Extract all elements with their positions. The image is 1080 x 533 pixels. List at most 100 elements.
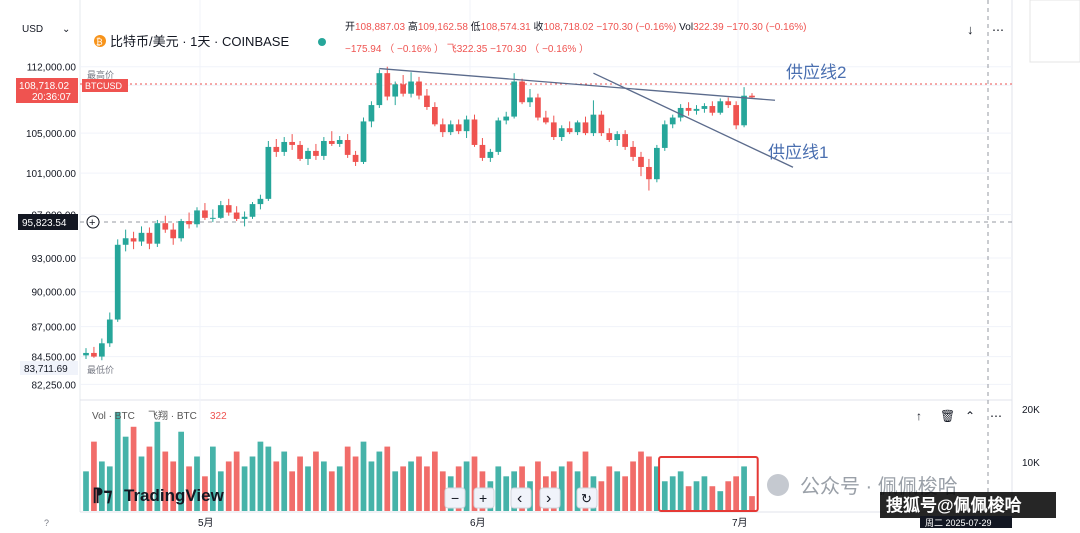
price-tick-label: 82,250.00 xyxy=(32,380,77,391)
volume-series xyxy=(83,411,755,511)
candle-body xyxy=(217,205,224,218)
supply-line-2-label: 供应线2 xyxy=(786,63,846,82)
volume-bar xyxy=(582,451,589,511)
candle-body xyxy=(328,140,335,144)
chevron-right-icon: › xyxy=(546,490,551,507)
volume-bar xyxy=(669,476,676,511)
volume-bar xyxy=(392,471,399,511)
ohlc-label: 低 xyxy=(471,20,481,33)
volume-bar xyxy=(313,451,319,511)
candle-body xyxy=(527,97,533,103)
candle-body xyxy=(677,107,684,118)
candle-body xyxy=(432,106,438,125)
ohlc-label: Vol xyxy=(679,22,693,33)
candle-body xyxy=(336,139,343,144)
volume-bar xyxy=(170,461,177,511)
candle-body xyxy=(622,134,628,147)
candle-body xyxy=(368,105,375,122)
candle-body xyxy=(162,223,169,230)
volume-bar xyxy=(138,456,145,511)
more-options-icon[interactable]: ⋯ xyxy=(992,23,1004,37)
volume-bar xyxy=(558,466,565,511)
volume-bar xyxy=(360,441,367,511)
bitcoin-icon-glyph: ₿ xyxy=(96,37,103,47)
candle-body xyxy=(313,150,319,156)
candle-body xyxy=(210,217,216,219)
volume-bar xyxy=(685,486,692,511)
tradingview-wordmark: TradingView xyxy=(124,486,225,505)
candle-body xyxy=(424,95,430,107)
candle-body xyxy=(646,166,652,180)
candle-body xyxy=(495,120,502,152)
currency-dropdown-icon[interactable]: ⌄ xyxy=(62,24,70,35)
candle-body xyxy=(257,198,264,205)
candle-body xyxy=(558,128,565,138)
reset-chart-button[interactable] xyxy=(576,487,598,509)
candle-body xyxy=(590,114,597,134)
volume-bar xyxy=(439,471,446,511)
candle-body xyxy=(91,352,97,357)
candle-body xyxy=(249,204,256,217)
bitcoin-icon xyxy=(94,35,106,47)
add-alert-icon[interactable] xyxy=(86,215,100,229)
candle-body xyxy=(202,210,208,218)
supply-line-2[interactable] xyxy=(379,67,776,101)
volume-indicator-label-2: 飞翔 · BTC xyxy=(148,409,197,422)
price-tick-label: 105,000.00 xyxy=(26,129,76,140)
more-pane-icon[interactable]: ⋯ xyxy=(990,409,1002,423)
supply-line-1[interactable] xyxy=(593,72,794,168)
candle-body xyxy=(749,95,755,98)
symbol-title[interactable]: 比特币/美元 · 1天 · COINBASE xyxy=(110,34,289,49)
ohlc-value: 108,574.31 xyxy=(481,22,534,33)
candle-body xyxy=(99,343,105,357)
watermark-sohu: 搜狐号@佩佩梭哈 xyxy=(886,495,1022,515)
volume-indicator-label[interactable]: Vol · BTC xyxy=(92,411,135,422)
volume-bar xyxy=(463,461,470,511)
scroll-left-button[interactable] xyxy=(510,487,532,509)
ohlc-label: 收 xyxy=(533,20,543,33)
volume-bar xyxy=(598,481,605,511)
ohlc-value: −170.30 (−0.16%) xyxy=(596,22,679,33)
zoom-in-button[interactable] xyxy=(473,487,495,509)
add-alert-plus[interactable]: + xyxy=(89,217,95,229)
candle-body xyxy=(400,84,406,94)
candle-body xyxy=(416,81,422,96)
volume-bar xyxy=(661,481,668,511)
candle-body xyxy=(225,205,232,213)
delete-pane-icon[interactable]: 🗑 xyxy=(940,409,955,423)
candle-body xyxy=(479,144,486,158)
candle-body xyxy=(630,146,636,157)
candle-body xyxy=(178,221,184,239)
candle-body xyxy=(638,156,644,167)
collapse-arrow-icon[interactable]: ↓ xyxy=(967,22,974,37)
side-panel-fragment xyxy=(1029,0,1080,63)
volume-bar xyxy=(154,421,161,511)
candle-body xyxy=(566,128,573,133)
price-tick-label: 84,500.00 xyxy=(32,353,77,364)
timezone-icon[interactable]: ? xyxy=(44,518,49,528)
ohlc-line-2: −175.94 （ −0.16% ） 飞322.35 −170.30 （ −0.… xyxy=(345,43,589,55)
move-pane-up-icon[interactable]: ↑ xyxy=(916,409,922,423)
price-tick-label: 90,000.00 xyxy=(32,288,77,299)
zoom-out-button[interactable] xyxy=(444,487,466,509)
candle-body xyxy=(606,133,613,140)
scroll-right-button[interactable] xyxy=(539,487,561,509)
volume-bar xyxy=(376,451,383,511)
candle-body xyxy=(146,232,153,244)
volume-bar xyxy=(114,411,121,511)
volume-bar xyxy=(733,476,739,511)
candle-body xyxy=(701,106,708,109)
volume-bar xyxy=(416,456,422,511)
volume-bar xyxy=(630,461,636,511)
volume-bar xyxy=(305,466,311,511)
maximize-pane-icon[interactable]: ⌃ xyxy=(965,409,975,423)
candle-body xyxy=(297,144,303,159)
volume-bar xyxy=(400,466,406,511)
watermark-sohu-bg xyxy=(880,492,1056,518)
volume-axis-tick-20k: 20K xyxy=(1022,405,1040,416)
volume-bar xyxy=(503,476,510,511)
candle-body xyxy=(550,122,557,138)
volume-bar xyxy=(130,426,137,511)
market-open-icon xyxy=(318,38,326,46)
